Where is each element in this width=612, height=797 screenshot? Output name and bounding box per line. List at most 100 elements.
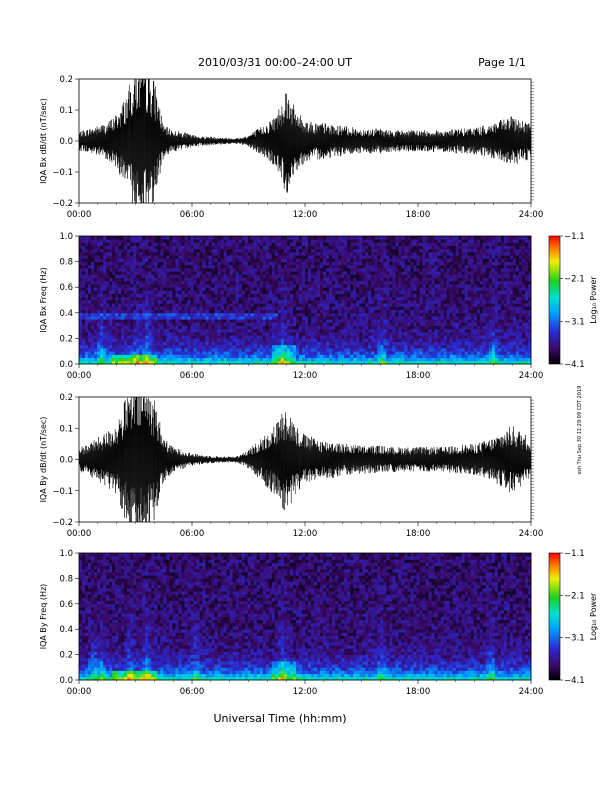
spectrogram-cell: [206, 278, 209, 282]
spectrogram-cell: [139, 239, 142, 243]
spectrogram-cell: [260, 332, 263, 336]
spectrogram-cell: [175, 281, 178, 285]
spectrogram-cell: [197, 268, 200, 272]
spectrogram-cell: [260, 322, 263, 326]
spectrogram-cell: [200, 268, 203, 272]
spectrogram-cell: [112, 335, 115, 339]
spectrogram-cell: [338, 284, 341, 288]
spectrogram-cell: [187, 338, 190, 342]
spectrogram-cell: [194, 236, 197, 240]
spectrogram-cell: [184, 284, 187, 288]
spectrogram-cell: [377, 303, 380, 307]
spectrogram-cell: [320, 236, 323, 240]
spectrogram-cell: [356, 313, 359, 317]
spectrogram-cell: [383, 271, 386, 275]
spectrogram-cell: [112, 338, 115, 342]
spectrogram-cell: [251, 236, 254, 240]
spectrogram-cell: [335, 274, 338, 278]
spectrogram-cell: [395, 342, 398, 346]
spectrogram-cell: [227, 290, 230, 294]
spectrogram-cell: [332, 348, 335, 352]
spectrogram-cell: [450, 274, 453, 278]
spectrogram-cell: [290, 294, 293, 298]
spectrogram-cell: [380, 345, 383, 349]
spectrogram-cell: [444, 351, 447, 355]
spectrogram-cell: [317, 284, 320, 288]
spectrogram-cell: [275, 351, 278, 355]
spectrogram-cell: [362, 345, 365, 349]
spectrogram-cell: [359, 348, 362, 352]
spectrogram-cell: [257, 249, 260, 253]
spectrogram-cell: [293, 290, 296, 294]
spectrogram-cell: [371, 338, 374, 342]
spectrogram-cell: [450, 342, 453, 346]
spectrogram-cell: [139, 268, 142, 272]
spectrogram-cell: [278, 332, 281, 336]
spectrogram-cell: [109, 319, 112, 323]
spectrogram-cell: [160, 290, 163, 294]
spectrogram-cell: [365, 354, 368, 358]
spectrogram-cell: [257, 255, 260, 259]
spectrogram-cell: [302, 252, 305, 256]
spectrogram-cell: [215, 294, 218, 298]
spectrogram-cell: [260, 329, 263, 333]
spectrogram-cell: [103, 290, 106, 294]
spectrogram-cell: [121, 313, 124, 317]
spectrogram-cell: [308, 329, 311, 333]
spectrogram-cell: [254, 354, 257, 358]
spectrogram-cell: [320, 348, 323, 352]
spectrogram-cell: [260, 319, 263, 323]
spectrogram-cell: [350, 348, 353, 352]
spectrogram-cell: [413, 252, 416, 256]
spectrogram-cell: [426, 338, 429, 342]
spectrogram-cell: [299, 351, 302, 355]
spectrogram-cell: [441, 300, 444, 304]
spectrogram-cell: [284, 265, 287, 269]
spectrogram-cell: [395, 335, 398, 339]
spectrogram-cell: [386, 287, 389, 291]
spectrogram-cell: [181, 290, 184, 294]
spectrogram-cell: [392, 246, 395, 250]
spectrogram-cell: [209, 294, 212, 298]
spectrogram-cell: [194, 239, 197, 243]
spectrogram-cell: [438, 249, 441, 253]
spectrogram-cell: [151, 313, 154, 317]
spectrogram-cell: [314, 326, 317, 330]
spectrogram-cell: [118, 313, 121, 317]
spectrogram-cell: [139, 255, 142, 259]
spectrogram-cell: [311, 255, 314, 259]
spectrogram-cell: [410, 265, 413, 269]
spectrogram-cell: [115, 278, 118, 282]
spectrogram-cell: [157, 268, 160, 272]
spectrogram-cell: [441, 322, 444, 326]
spectrogram-cell: [401, 338, 404, 342]
spectrogram-cell: [145, 345, 148, 349]
spectrogram-cell: [435, 265, 438, 269]
spectrogram-cell: [359, 294, 362, 298]
spectrogram-cell: [383, 290, 386, 294]
spectrogram-cell: [389, 274, 392, 278]
spectrogram-cell: [426, 246, 429, 250]
spectrogram-cell: [212, 252, 215, 256]
spectrogram-cell: [178, 310, 181, 314]
spectrogram-cell: [323, 297, 326, 301]
spectrogram-cell: [88, 319, 91, 323]
spectrogram-cell: [401, 313, 404, 317]
spectrogram-cell: [429, 316, 432, 320]
spectrogram-cell: [169, 242, 172, 246]
spectrogram-cell: [323, 246, 326, 250]
spectrogram-cell: [404, 335, 407, 339]
spectrogram-cell: [82, 258, 85, 262]
spectrogram-cell: [359, 306, 362, 310]
spectrogram-cell: [344, 351, 347, 355]
spectrogram-cell: [350, 310, 353, 314]
spectrogram-cell: [97, 236, 100, 240]
spectrogram-cell: [293, 300, 296, 304]
spectrogram-cell: [103, 278, 106, 282]
spectrogram-cell: [444, 294, 447, 298]
spectrogram-cell: [323, 316, 326, 320]
spectrogram-cell: [401, 326, 404, 330]
spectrogram-cell: [356, 303, 359, 307]
spectrogram-cell: [332, 281, 335, 285]
spectrogram-cell: [245, 322, 248, 326]
